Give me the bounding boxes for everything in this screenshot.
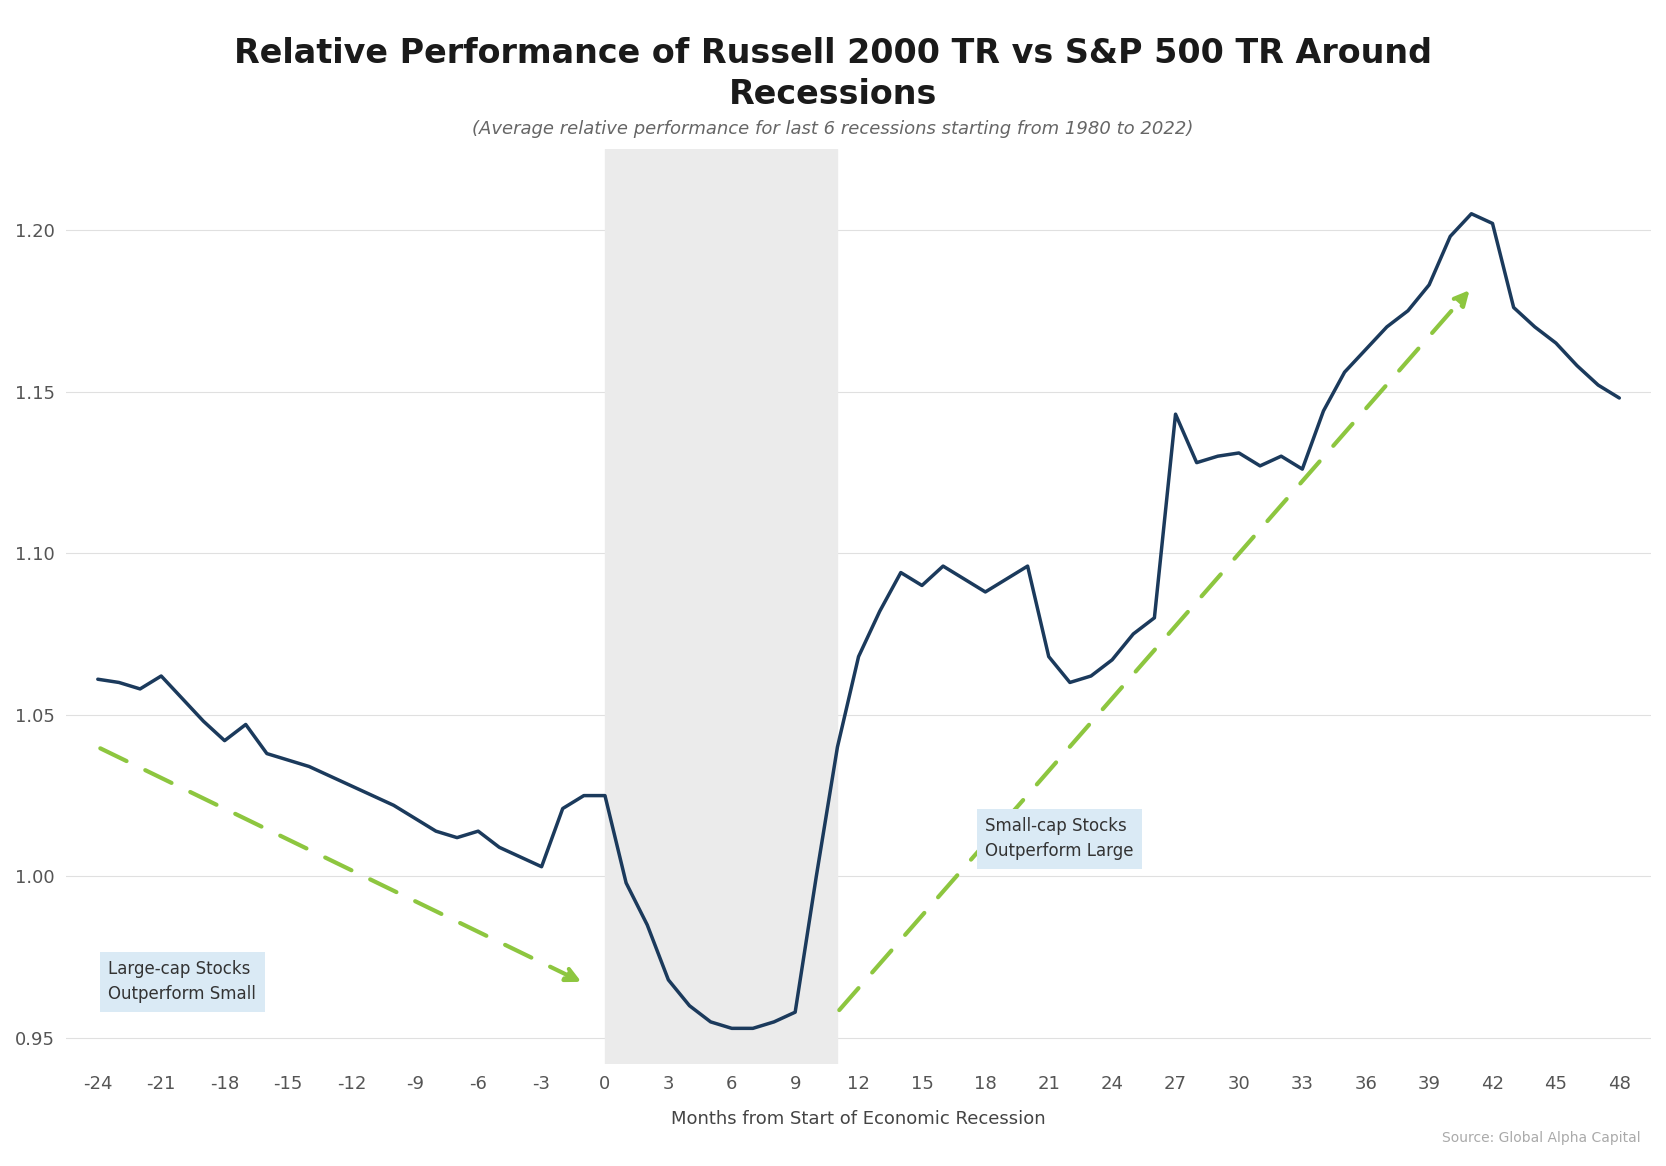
Text: Source: Global Alpha Capital: Source: Global Alpha Capital xyxy=(1443,1131,1641,1145)
Text: Relative Performance of Russell 2000 TR vs S&P 500 TR Around
Recessions: Relative Performance of Russell 2000 TR … xyxy=(233,37,1433,111)
Bar xyxy=(605,149,838,1063)
Text: Large-cap Stocks
Outperform Small: Large-cap Stocks Outperform Small xyxy=(108,961,257,1004)
Text: (Average relative performance for last 6 recessions starting from 1980 to 2022): (Average relative performance for last 6… xyxy=(473,120,1193,138)
X-axis label: Months from Start of Economic Recession: Months from Start of Economic Recession xyxy=(671,1110,1046,1128)
Text: Small-cap Stocks
Outperform Large: Small-cap Stocks Outperform Large xyxy=(985,817,1135,861)
